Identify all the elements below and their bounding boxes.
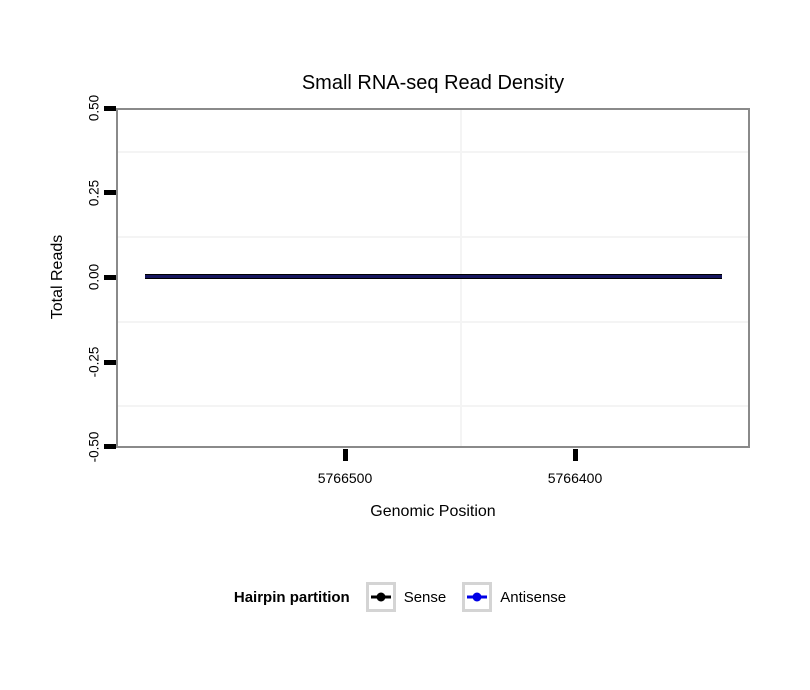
minor-gridline-y-0125 <box>118 236 748 238</box>
chart-title: Small RNA-seq Read Density <box>301 72 565 94</box>
legend-key-sense <box>365 582 396 612</box>
x-tick-label-5766500: 5766500 <box>317 470 373 486</box>
antisense-point-icon <box>472 592 482 602</box>
sense-point-icon <box>376 592 386 602</box>
x-axis-title: Genomic Position <box>370 503 496 520</box>
legend-title: Hairpin partition <box>233 588 350 606</box>
y-tick-mark-neg050 <box>104 444 116 449</box>
y-tick-mark-neg025 <box>104 360 116 365</box>
legend: Hairpin partition Sense Antisense <box>0 582 810 612</box>
x-tick-mark-5766500 <box>343 449 348 461</box>
x-tick-label-5766400: 5766400 <box>547 470 603 486</box>
y-tick-mark-050 <box>104 106 116 111</box>
plot-panel <box>116 108 750 448</box>
minor-gridline-y-neg0125 <box>118 321 748 323</box>
legend-key-antisense <box>462 582 493 612</box>
x-tick-mark-5766400 <box>573 449 578 461</box>
legend-label-sense: Sense <box>403 588 447 606</box>
overlapping-sense-antisense-series-line <box>145 274 722 279</box>
minor-gridline-y-0375 <box>118 151 748 153</box>
minor-gridline-y-neg0375 <box>118 405 748 407</box>
legend-label-antisense: Antisense <box>500 588 567 606</box>
y-tick-mark-025 <box>104 190 116 195</box>
y-tick-mark-000 <box>104 275 116 280</box>
